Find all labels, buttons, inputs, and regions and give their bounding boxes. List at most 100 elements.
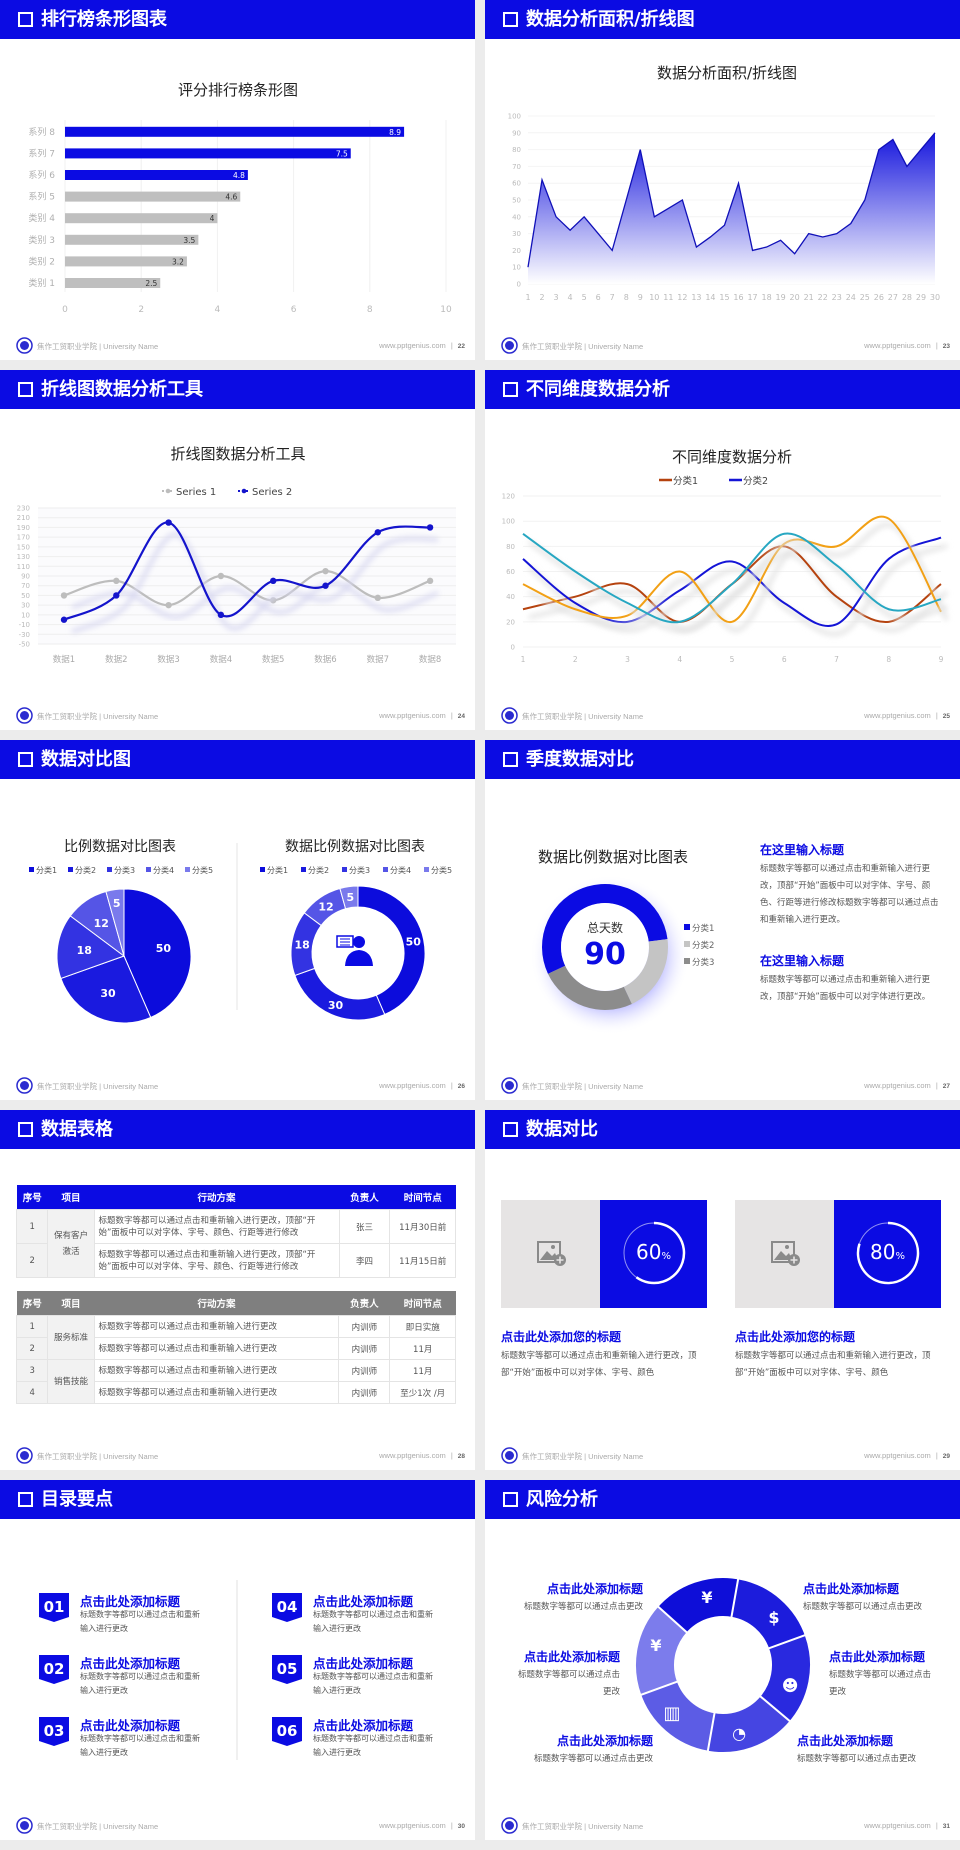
donut-hole [561,903,649,991]
category-label: 类别 2 [28,255,55,267]
table-row: 1 服务标准 标题数字等都可以通过点击和重新输入进行更改 内训师 即日实施 [15,1315,456,1360]
x-tick-label: 29 [916,293,926,302]
plan-cell: 标题数字等都可以通过点击和重新输入进行更改 [93,1359,340,1382]
x-tick-label: 1 [525,293,530,302]
catalog-title[interactable]: 点击此处添加标题 [80,1656,181,1671]
x-tick-label: 18 [761,293,771,302]
progress-ring [623,1221,686,1285]
column-header: 负责人 [350,1193,379,1204]
risk-title[interactable]: 点击此处添加标题 [829,1650,926,1664]
school-logo-icon [16,1447,33,1464]
pie-slice [60,955,152,1024]
slide-title: 折线图数据分析工具 [41,379,203,400]
school-logo-icon [501,337,518,354]
y-tick-label: 30 [512,230,521,238]
y-tick-label: -10 [19,621,30,629]
chart-title: 评分排行榜条形图 [178,81,298,99]
x-tick-label: 15 [719,293,729,302]
page-number: 23 [942,343,950,350]
hand-money-icon: ¥ [650,1636,661,1655]
table-row: 3 销售技能 标题数字等都可以通过点击和重新输入进行更改 内训师 11月 [15,1359,456,1404]
x-tick-label: 6 [291,305,297,315]
table-row: 4 标题数字等都可以通过点击和重新输入进行更改 内训师 至少1次 /月 [15,1381,456,1404]
data-point [113,577,120,585]
page-number: 29 [942,1453,950,1460]
card-heading[interactable]: 点击此处添加您的标题 [735,1330,856,1344]
number-badge: 03 [39,1717,69,1746]
x-tick-label: 数据6 [314,654,336,665]
legend-label: 分类2 [308,865,329,875]
x-tick-label: 4 [215,305,221,315]
card-text: 标题数字等都可以通过点击和重新输入进行更改，顶部“开始”面板中可以对字体、字号、… [735,1351,931,1378]
slide-header: 排行榜条形图表 [0,0,475,39]
legend-label: Series 1 [176,487,216,498]
bar-value-label: 2.5 [145,279,157,288]
legend-swatch [301,867,306,872]
x-tick-label: 25 [860,293,870,302]
catalog-title[interactable]: 点击此处添加标题 [80,1594,181,1609]
x-tick-label: 27 [888,293,898,302]
x-tick-label: 6 [782,655,787,664]
y-tick-label: 30 [21,602,30,610]
series-shadow [527,543,948,636]
footer-separator: | [450,1081,453,1090]
x-tick-label: 17 [747,293,757,302]
x-tick-label: 数据8 [419,654,441,665]
legend-label: 分类1 [673,475,698,487]
image-placeholder[interactable] [735,1200,834,1308]
slide-30: 目录要点 焦作工贸职业学院 | University Name www.pptgen… [0,1480,475,1840]
risk-title[interactable]: 点击此处添加标题 [546,1582,643,1596]
bar-value-label: 4.6 [225,193,237,202]
catalog-title[interactable]: 点击此处添加标题 [313,1594,414,1609]
checkbox-square-icon [503,382,518,397]
owner-cell: 李四 [338,1243,391,1278]
slide-25: 不同维度数据分析 不同维度数据分析 0 20 40 60 80 100 120 分类1 分类2 1 2 3… [485,370,960,730]
catalog-title[interactable]: 点击此处添加标题 [313,1656,414,1671]
percent-unit: % [661,1251,671,1262]
catalog-title[interactable]: 点击此处添加标题 [313,1718,414,1733]
project-cell: 服务标准 [47,1315,95,1360]
legend-swatch [107,867,112,872]
y-tick-label: 80 [512,146,521,154]
footer-url: www.pptgenius.com [864,1081,931,1090]
risk-title[interactable]: 点击此处添加标题 [797,1734,894,1748]
donut-segment [547,965,632,1010]
block-text: 标题数字等都可以通过点击和重新输入进行更改，顶部“开始”面板中可以对字体、字号、… [760,864,939,925]
x-tick-label: 6 [596,293,601,302]
risk-title[interactable]: 点击此处添加标题 [523,1650,620,1664]
slide-footer: 焦作工贸职业学院 | University Name www.pptgenius.… [485,1447,960,1465]
slice-label: 50 [156,942,172,955]
x-tick-label: 24 [846,293,856,302]
risk-text: 标题数字等都可以通过点击更改 [797,1754,917,1764]
risk-title[interactable]: 点击此处添加标题 [556,1734,653,1748]
area-fill [528,132,935,284]
slice-label: 5 [346,891,354,904]
y-tick-label: 210 [17,514,30,522]
card-heading[interactable]: 点击此处添加您的标题 [501,1330,622,1344]
image-placeholder-icon [771,1241,800,1266]
action-plan-table: 序号 项目 行动方案 负责人 时间节点 1 保有客户激活 标题数字等都可以通过点击和重新输入进… [15,1185,456,1278]
slide-footer: 焦作工贸职业学院 | University Name www.pptgenius.… [0,707,475,725]
slide-title: 数据对比 [526,1119,598,1140]
owner-cell: 内训师 [338,1381,391,1404]
bar-value-label: 4.8 [233,171,245,180]
row-number: 1 [15,1209,49,1244]
x-tick-label: 7 [610,293,615,302]
footer-school-name: 焦作工贸职业学院 | University Name [37,1452,159,1461]
catalog-title[interactable]: 点击此处添加标题 [80,1718,181,1733]
slice-label: 30 [328,999,344,1012]
ring-segment [634,1604,689,1697]
x-tick-label: 0 [62,305,68,315]
risk-title[interactable]: 点击此处添加标题 [803,1582,900,1596]
risk-text: 标题数字等都可以通过点击更改 [523,1602,643,1612]
category-label: 系列 7 [28,147,55,159]
y-tick-label: 50 [512,197,521,205]
x-tick-label: 8 [624,293,629,302]
slice-label: 50 [406,936,422,949]
row-number: 4 [15,1381,49,1404]
image-placeholder[interactable] [501,1200,600,1308]
page-number: 22 [457,343,465,350]
slide-footer: 焦作工贸职业学院 | University Name www.pptgenius.… [485,1817,960,1835]
data-point [374,594,381,602]
